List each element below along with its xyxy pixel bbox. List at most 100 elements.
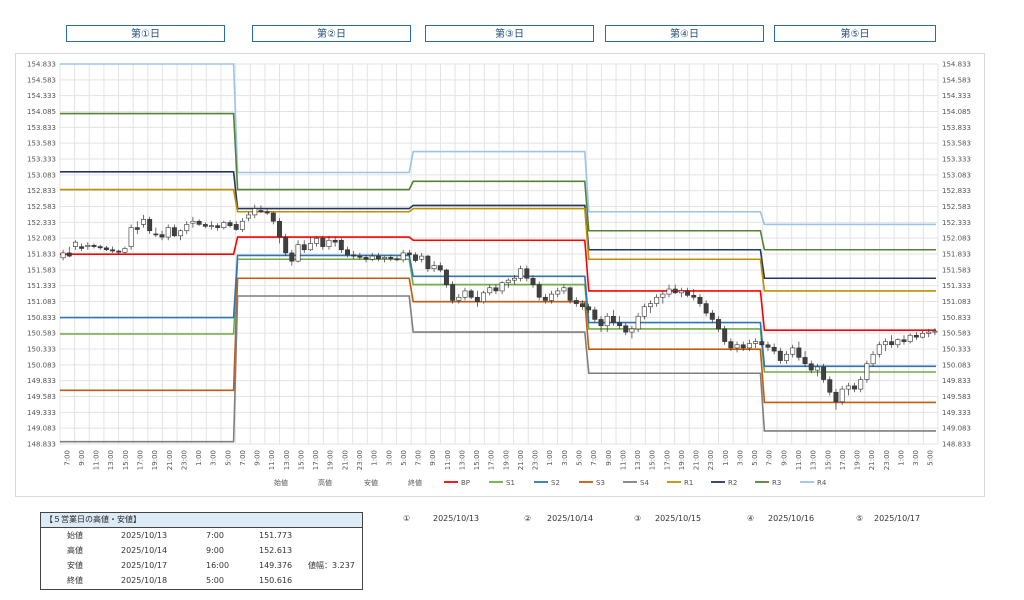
candle-body [375,255,381,259]
candle-body [128,227,134,247]
x-tick-label: 19:00 [678,450,686,470]
candle [320,235,326,250]
candle-body [802,357,808,365]
candle [790,344,796,358]
candle [889,335,895,348]
date-number: ① [403,514,411,523]
candle [666,284,672,298]
candle-body [60,252,66,259]
candle [375,252,381,262]
candle-body [116,250,122,253]
x-tick-label: 7:00 [63,450,71,466]
y-tick-label: 153.333 [27,156,56,164]
candle [72,240,78,250]
y-tick-label: 149.083 [942,425,971,433]
pivot-line-s4 [60,295,936,443]
x-tick-label: 15:00 [297,450,305,470]
x-tick-label: 1:00 [546,450,554,466]
candle-body [542,296,548,301]
candle [821,363,827,383]
candle [876,341,882,358]
candle [802,351,808,367]
candle-body [666,288,672,295]
candle [648,300,653,314]
y-tick-label: 152.833 [942,187,971,195]
candle [190,216,196,228]
candle [431,261,437,272]
candle-body [598,319,604,327]
y-tick-label: 153.583 [27,140,56,148]
pivot-line-r4 [60,63,936,226]
candle-body [932,330,938,333]
y-tick-label: 151.333 [942,282,971,290]
candle-body [227,222,233,226]
candle [79,243,85,252]
candle [165,224,171,241]
candle [604,313,610,333]
candle-body [499,282,505,292]
x-tick-label: 13:00 [458,450,466,470]
candle [202,222,208,229]
x-tick-label: 9:00 [78,450,86,466]
candle-body [561,287,567,292]
candle-body [610,315,616,323]
x-tick-label: 17:00 [488,450,496,470]
row-time: 16:00 [206,561,230,570]
x-tick-label: 9:00 [254,450,262,466]
date-item-4: ④ 2025/10/16 [747,514,814,523]
candle-body [913,334,919,338]
candle-body [474,296,480,302]
candle-body [845,385,851,390]
y-tick-label: 150.333 [942,346,971,354]
candle-body [72,241,78,247]
candle-body [413,254,418,261]
candle-body [518,268,524,279]
x-tick-label: 23:00 [883,450,891,470]
candle-body [796,347,802,358]
y-tick-label: 154.333 [942,92,971,100]
legend-label: R4 [817,479,827,487]
candle [703,300,709,317]
y-tick-label: 153.833 [942,124,971,132]
y-tick-label: 152.583 [27,203,56,211]
grid-lines [59,63,939,445]
x-axis: 7:00 9:00 11:00 13:00 15:00 17:00 19:00 21:00 23… [63,450,934,470]
x-tick-label: 19:00 [854,450,862,470]
candle [796,341,802,361]
candle-body [147,219,153,232]
x-tick-label: 21:00 [693,450,701,470]
y-tick-label: 152.583 [942,203,971,211]
candle-body [672,288,678,294]
candle-body [141,219,146,225]
x-tick-label: 9:00 [605,450,613,466]
y-tick-label: 153.833 [27,124,56,132]
candle [462,287,468,301]
candle-body [777,350,783,361]
legend-label: S2 [551,479,560,487]
candle [573,297,579,307]
candle-body [827,379,833,393]
candle-body [505,279,511,283]
candle-body [641,306,647,317]
row-date: 2025/10/13 [121,531,168,540]
y-tick-label: 153.083 [27,171,56,179]
row-label: 始値 [67,531,83,540]
day-header-3: 第③日 [425,25,594,42]
y-tick-label: 152.083 [27,235,56,243]
row-label: 高値 [67,546,83,555]
candle-body [190,220,196,224]
candle [394,256,400,262]
legend-label: 安値 [364,478,378,487]
x-tick-label: 21:00 [341,450,349,470]
day-header-4: 第④日 [605,25,764,42]
legend-label: 高値 [318,478,332,487]
candle-body [716,319,721,330]
x-tick-label: 21:00 [166,450,174,470]
candle [672,284,678,295]
candle-body [357,255,363,258]
candle [598,316,604,333]
legend-label: R1 [684,479,693,487]
x-tick-label: 23:00 [707,450,715,470]
y-tick-label: 149.833 [27,377,56,385]
y-tick-label: 152.083 [942,235,971,243]
